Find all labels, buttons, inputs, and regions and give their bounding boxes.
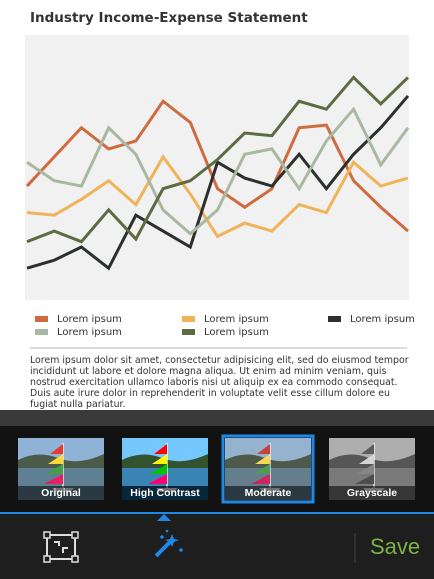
crop-button[interactable] (43, 531, 79, 563)
chart-title: Industry Income-Expense Statement (30, 10, 308, 26)
shade (0, 410, 434, 426)
effects-button[interactable] (154, 529, 183, 558)
line-series (25, 99, 409, 233)
filter-label: Moderate (245, 487, 292, 499)
legend-swatch (35, 329, 48, 335)
save-button[interactable]: Save (370, 534, 420, 559)
legend-label: Lorem ipsum (204, 327, 269, 338)
filter-thumbnail[interactable] (329, 438, 415, 500)
legend: Lorem ipsum Lorem ipsum Lorem ipsum Lorem i… (35, 314, 415, 338)
legend-label: Lorem ipsum (57, 314, 122, 325)
line-series (26, 154, 409, 239)
legend-swatch (328, 316, 341, 322)
selected-outline (221, 434, 315, 504)
line-series (26, 75, 410, 244)
filter-thumbnails: Original High Contrast Moderate Grayscale (18, 434, 415, 504)
filter-label: Original (41, 487, 81, 499)
paragraph: Lorem ipsum dolor sit amet, consectetur … (30, 355, 409, 410)
legend-swatch (35, 316, 48, 322)
filter-thumbnail[interactable] (18, 438, 104, 500)
filter-thumbnail[interactable] (225, 438, 311, 500)
tab-pointer (157, 514, 171, 521)
line-series (26, 106, 410, 236)
line-series (26, 94, 410, 271)
legend-swatch (182, 316, 195, 322)
legend-label: Lorem ipsum (350, 314, 415, 325)
legend-label: Lorem ipsum (204, 314, 269, 325)
lines (25, 75, 410, 271)
filter-label: Grayscale (347, 487, 397, 499)
legend-label: Lorem ipsum (57, 327, 122, 338)
filter-label: High Contrast (130, 487, 200, 499)
filter-thumbnail[interactable] (122, 438, 208, 500)
toolbar (0, 514, 434, 579)
legend-swatch (182, 329, 195, 335)
